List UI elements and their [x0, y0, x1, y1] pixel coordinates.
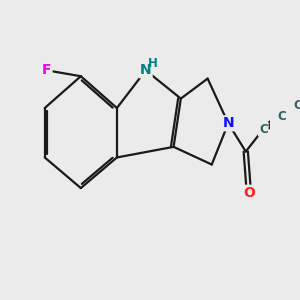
- Text: C: C: [293, 99, 300, 112]
- Text: O: O: [243, 186, 255, 200]
- Text: F: F: [42, 63, 52, 77]
- Text: N: N: [222, 116, 234, 130]
- Text: N: N: [140, 63, 152, 77]
- Text: C: C: [259, 123, 268, 136]
- Text: C: C: [278, 110, 286, 123]
- Text: H: H: [148, 57, 158, 70]
